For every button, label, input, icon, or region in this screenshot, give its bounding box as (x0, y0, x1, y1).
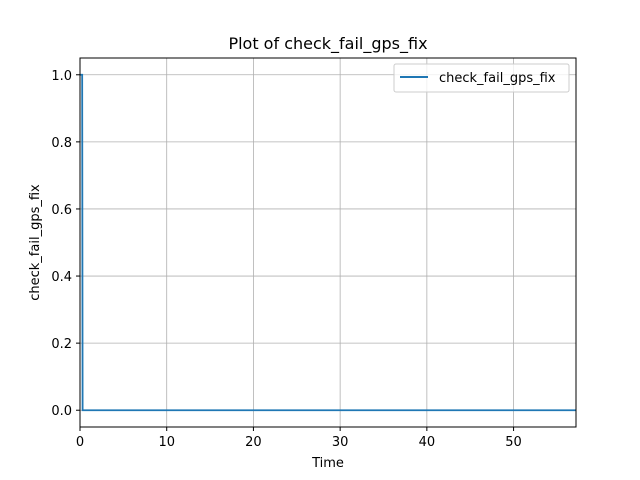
y-axis-label: check_fail_gps_fix (28, 184, 43, 301)
chart-title: Plot of check_fail_gps_fix (228, 34, 427, 54)
x-ticks: 0 10 20 30 40 50 (76, 427, 522, 450)
x-tick-label: 10 (158, 435, 175, 450)
grid (79, 58, 576, 427)
legend-label: check_fail_gps_fix (439, 71, 556, 86)
series-layer (80, 73, 576, 412)
y-tick-label: 0.2 (51, 337, 72, 352)
plot-area (80, 58, 576, 427)
x-tick-label: 0 (76, 435, 84, 450)
x-tick-label: 50 (505, 435, 522, 450)
y-tick-label: 1.0 (51, 69, 72, 84)
x-tick-label: 40 (419, 435, 436, 450)
y-ticks: 0.0 0.2 0.4 0.6 0.8 1.0 (51, 69, 80, 419)
series-line (80, 73, 576, 412)
x-axis-label: Time (311, 456, 344, 471)
y-tick-label: 0.6 (51, 203, 72, 218)
y-tick-label: 0.4 (51, 270, 72, 285)
x-tick-label: 20 (245, 435, 262, 450)
x-tick-label: 30 (332, 435, 349, 450)
y-tick-label: 0.8 (51, 136, 72, 151)
y-tick-label: 0.0 (51, 404, 72, 419)
axes-frame (79, 57, 577, 428)
legend-box (393, 63, 570, 93)
legend: check_fail_gps_fix (393, 63, 570, 93)
